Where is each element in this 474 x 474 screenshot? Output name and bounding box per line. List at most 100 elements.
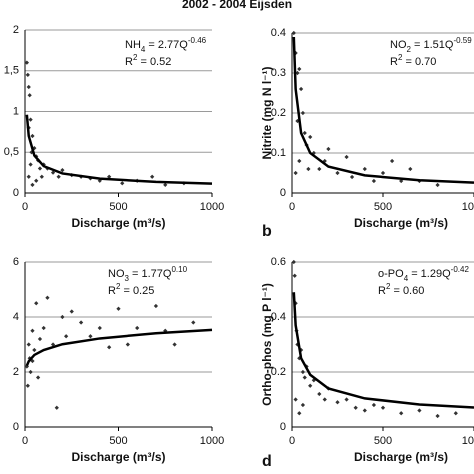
point [300,402,306,408]
point [335,400,340,405]
equation-part: = 1.77Q [129,268,172,280]
y-tick-label: 0 [13,421,19,433]
equation-part: NO [108,268,125,280]
point [35,375,41,380]
y-tick-label: 0.4 [271,311,286,323]
point [417,408,422,413]
y-tick-label: 0.6 [271,256,286,268]
point [116,306,121,311]
point [297,411,302,416]
r-squared-part: = 0.52 [137,56,171,68]
point [344,154,349,160]
point [298,86,304,92]
point [41,325,46,331]
point [30,133,35,139]
point [306,166,311,172]
equation-part: 3 [125,274,130,283]
point [293,170,298,176]
r-squared: R2 = 0.52 [125,53,171,68]
point [30,328,35,333]
equation-part: -0.46 [188,36,207,45]
y-tick-label: 0.4 [271,27,286,39]
point [39,174,44,179]
y-tick-label: 0.2 [271,107,286,119]
point [153,303,159,309]
x-tick-label: 500 [374,201,392,213]
equation-part: = 1.51Q [411,39,454,51]
figure-title: 2002 - 2004 Eijsden [182,0,292,11]
point [125,342,130,347]
point [37,336,43,342]
point [300,110,306,116]
r-squared-part: R [378,285,386,297]
x-tick-label: 500 [109,435,127,447]
equation-part: 0.10 [171,265,187,274]
point [45,295,50,300]
point [353,405,358,410]
point [26,84,31,90]
point [362,408,367,413]
point [302,375,307,380]
equation-part: -0.42 [451,265,470,274]
point [120,181,125,186]
r-squared-part: R [108,285,116,297]
equation-part: NO [390,39,407,51]
r-squared: R2 = 0.70 [390,53,436,68]
point [26,174,31,179]
r-squared: R2 = 0.25 [108,282,154,297]
point [34,178,39,183]
point [322,397,327,402]
x-tick-label: 0 [289,201,295,213]
point [50,170,56,175]
point [28,369,33,375]
point [78,320,84,325]
r-squared-part: 2 [386,282,391,291]
r-squared-part: 2 [116,282,121,291]
fit-curve [292,292,474,409]
x-tick-label: 500 [109,201,127,213]
y-tick-label: 6 [13,256,19,268]
r-squared-part: R [125,56,133,68]
equation-part: -0.59 [453,36,472,45]
point [435,182,440,188]
y-tick-label: 2 [13,24,19,36]
point [32,347,37,353]
equation-part: 2 [407,45,412,54]
equation-part: = 1.29Q [408,268,451,280]
y-tick-label: 4 [13,311,19,323]
y-tick-label: 0 [280,187,286,199]
point [28,117,33,122]
r-squared-part: = 0.60 [390,285,424,297]
x-axis-label: Discharge (m³/s) [71,216,165,230]
y-axis-label: Nitrite (mg N l⁻¹) [260,67,274,160]
x-tick-label: 1000 [462,435,474,447]
point [326,146,331,152]
equation-part: = 2.77Q [145,39,188,51]
y-tick-label: 0.1 [271,147,286,159]
point [30,182,35,187]
equation: NO3 = 1.77Q0.10 [108,265,188,283]
y-tick-label: 1 [13,105,19,117]
point [380,405,386,410]
equation-part: 4 [141,45,146,54]
point [135,325,140,331]
point [335,170,340,176]
y-tick-label: 0 [280,421,286,433]
point [56,174,61,179]
point [389,158,395,164]
x-axis-label: Discharge (m³/s) [354,450,448,464]
point [24,60,29,65]
y-tick-label: 2 [13,366,19,378]
r-squared-part: = 0.25 [120,285,154,297]
point [300,369,306,375]
point [297,158,302,164]
point [27,93,32,98]
x-tick-label: 1000 [462,201,474,213]
point [308,383,313,388]
point [25,383,30,388]
r-squared-part: 2 [133,53,138,62]
point [163,182,168,187]
equation-part: o-PO [378,268,404,280]
point [88,334,93,339]
